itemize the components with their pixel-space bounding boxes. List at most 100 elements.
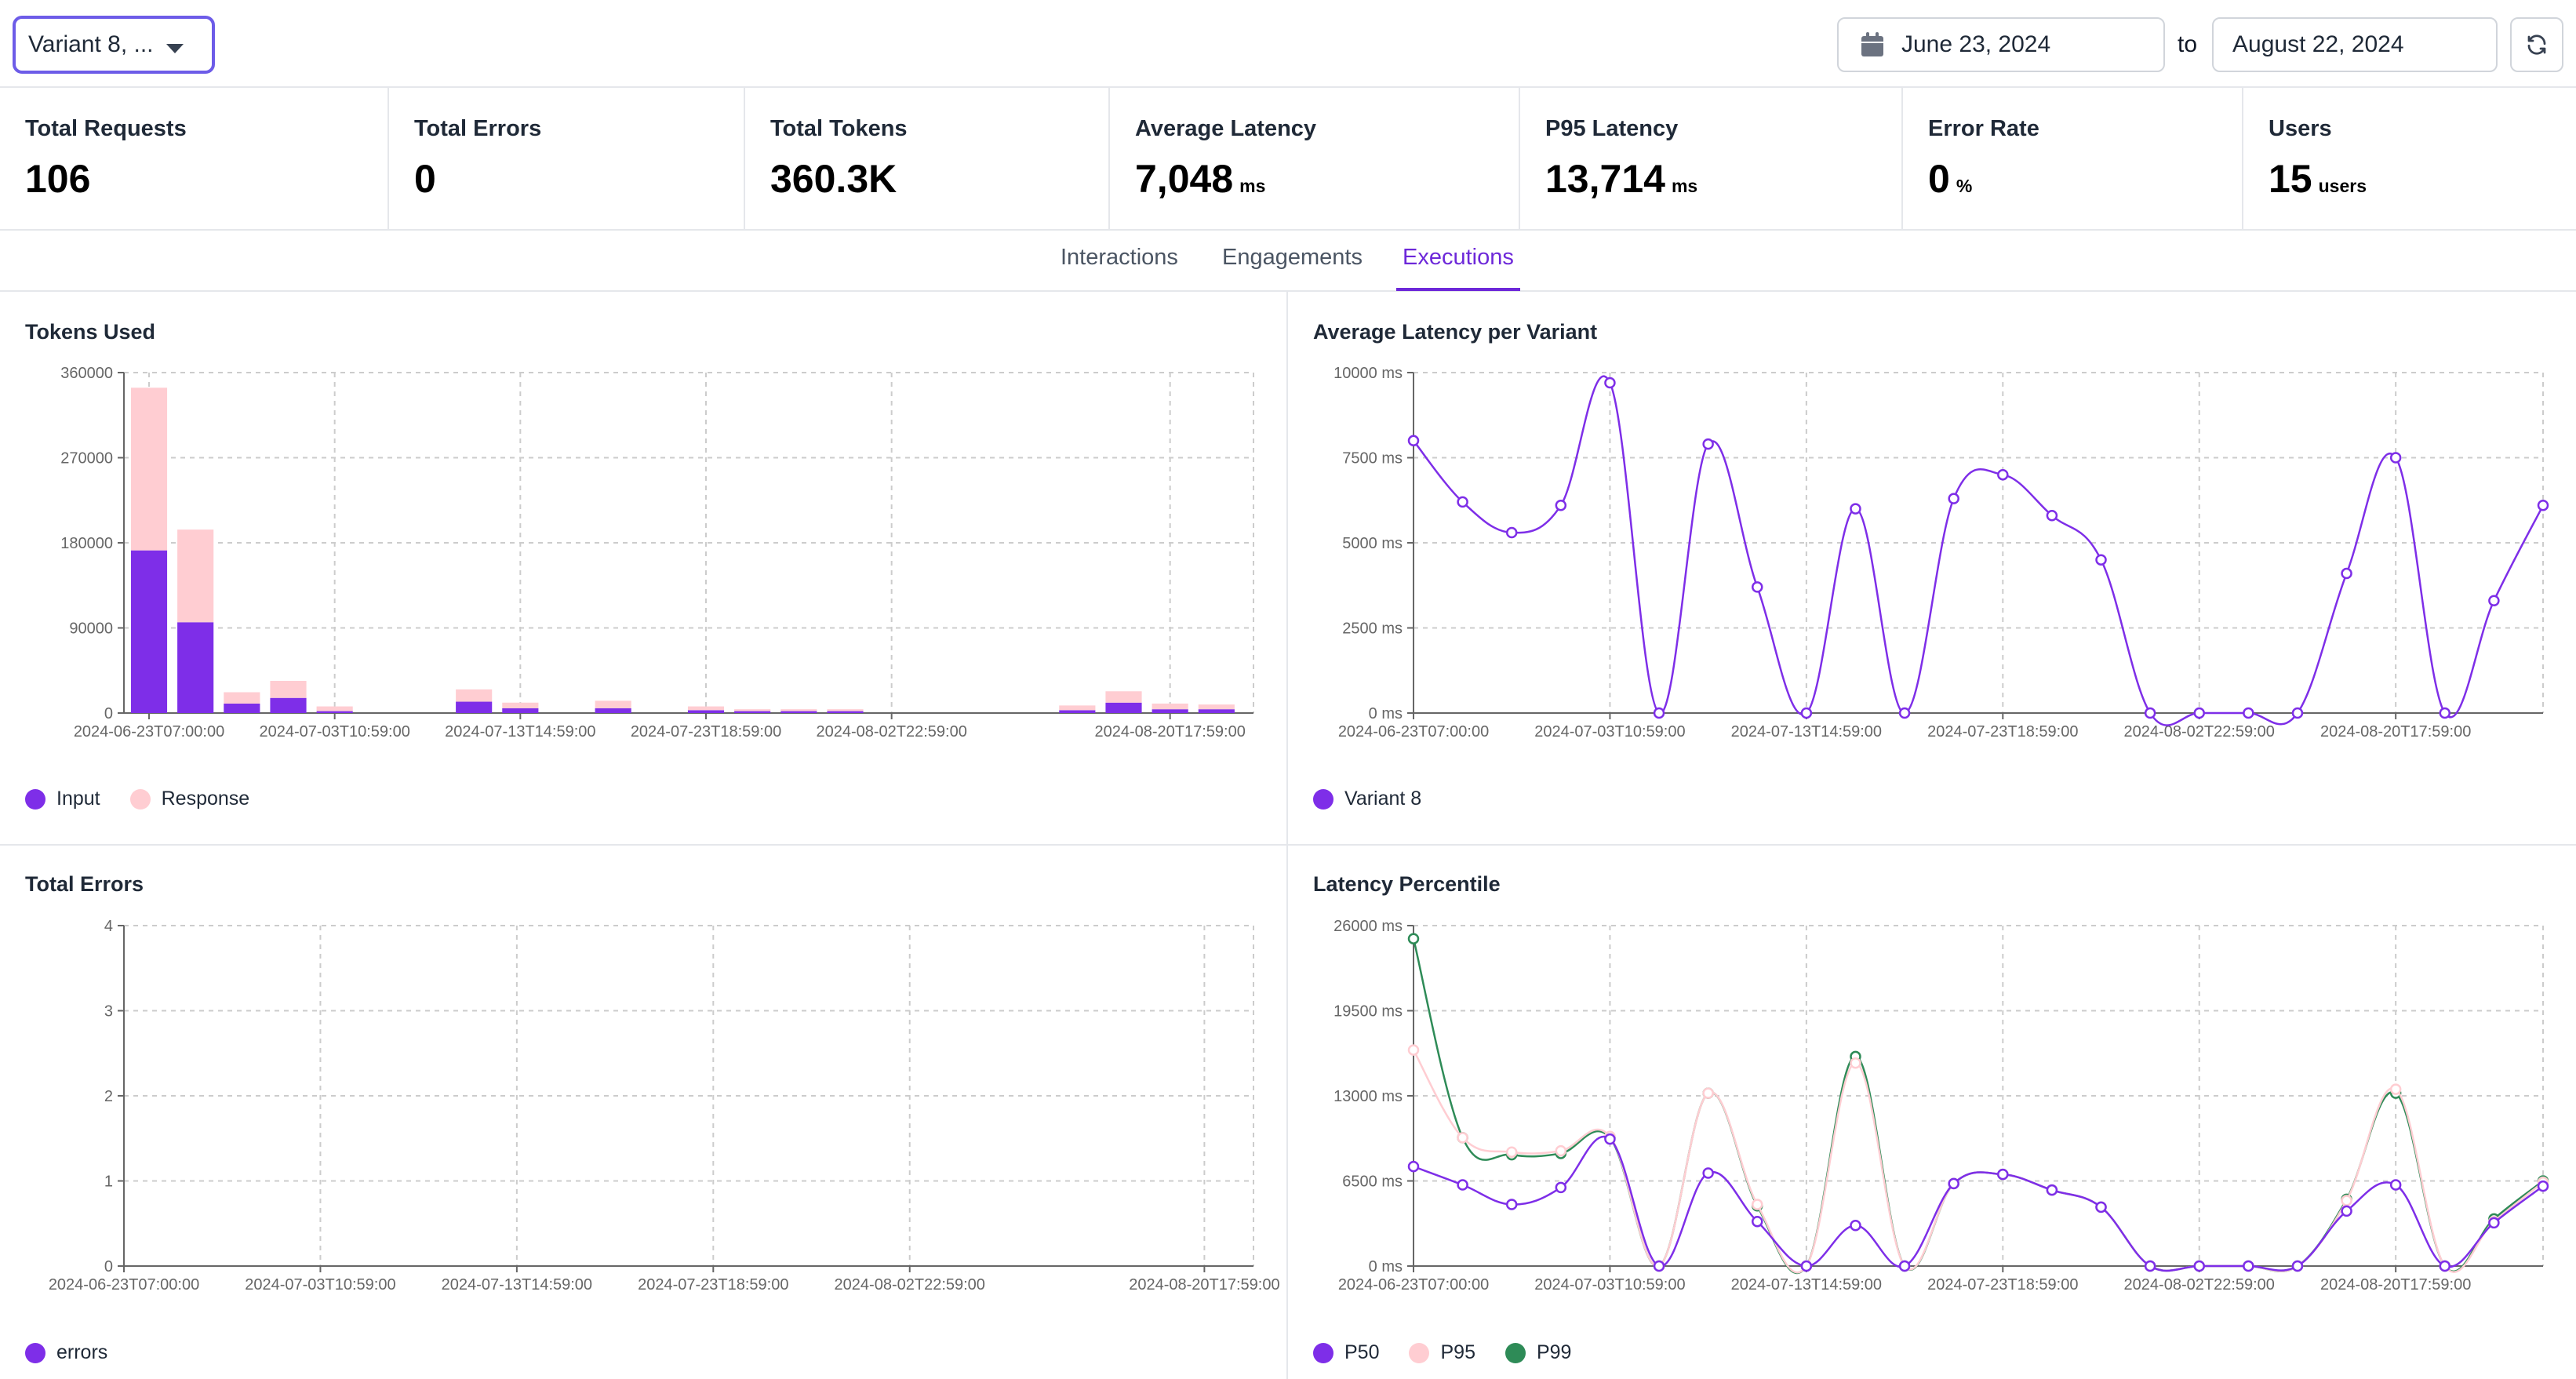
- stat-unit: %: [1956, 176, 1973, 196]
- data-point: [1505, 1146, 1518, 1159]
- x-tick-label: 2024-06-23T07:00:00: [74, 723, 224, 740]
- x-tick-label: 2024-07-13T14:59:00: [442, 1276, 592, 1293]
- tab-executions[interactable]: Executions: [1396, 245, 1520, 291]
- stat-label: Total Requests: [25, 116, 187, 141]
- legend-item-p50[interactable]: P50: [1313, 1341, 1379, 1364]
- variant-select-label: Variant 8, ...: [28, 31, 154, 57]
- stat-number: 15: [2269, 157, 2312, 201]
- date-to-value: August 22, 2024: [2232, 31, 2404, 57]
- legend-dot: [1313, 788, 1333, 810]
- legend-dot: [129, 788, 151, 810]
- bar-input: [1105, 702, 1142, 713]
- bar-input: [177, 622, 214, 713]
- legend-item-p99[interactable]: P99: [1504, 1341, 1571, 1364]
- y-tick-label: 5000 ms: [1342, 535, 1403, 552]
- stat-users: Users 15 users: [2243, 88, 2576, 229]
- latency-percentile-panel: Latency Percentile 0 ms 6500 ms 13000 ms 19…: [1288, 846, 2576, 1379]
- legend-item-variant-8[interactable]: Variant 8: [1313, 788, 1421, 810]
- legend-item-errors[interactable]: errors: [25, 1341, 107, 1364]
- stat-number: 0: [414, 157, 436, 201]
- chart-legend: Input Response: [25, 788, 279, 810]
- stat-average-latency: Average Latency 7,048 ms: [1110, 88, 1520, 229]
- x-tick-label: 2024-08-20T17:59:00: [2320, 723, 2471, 740]
- bar-response: [827, 709, 864, 711]
- stat-value: 13,714 ms: [1545, 156, 1901, 202]
- data-point: [2389, 452, 2402, 464]
- data-point: [2095, 1201, 2107, 1213]
- data-point: [2046, 1184, 2058, 1196]
- data-point: [1850, 1057, 1861, 1069]
- chart-legend: errors: [25, 1341, 137, 1364]
- legend-item-input[interactable]: Input: [25, 788, 100, 810]
- date-from-value: June 23, 2024: [1901, 31, 2051, 57]
- bar-response: [595, 700, 631, 708]
- data-point: [2341, 1205, 2352, 1217]
- refresh-button[interactable]: [2510, 17, 2563, 72]
- y-tick-label: 10000 ms: [1333, 365, 1403, 382]
- avg-latency-panel: Average Latency per Variant 0 ms 2500 ms 5…: [1288, 293, 2576, 842]
- data-point: [2291, 707, 2304, 719]
- bar-input: [595, 708, 631, 713]
- y-tick-label: 180000: [60, 535, 113, 552]
- y-tick-label: 26000 ms: [1333, 918, 1403, 935]
- stat-number: 360.3K: [770, 157, 897, 201]
- x-tick-label: 2024-07-13T14:59:00: [1731, 1276, 1882, 1293]
- stat-number: 7,048: [1135, 157, 1234, 201]
- bar-response: [456, 689, 493, 702]
- legend-item-p95[interactable]: P95: [1409, 1341, 1475, 1364]
- stats-bar: Total Requests 106 Total Errors 0 Total …: [0, 88, 2576, 231]
- data-point: [1555, 500, 1567, 511]
- bar-input: [270, 697, 307, 713]
- bar-response: [270, 681, 307, 698]
- y-tick-label: 2500 ms: [1342, 620, 1403, 638]
- bar-input: [1059, 710, 1096, 713]
- bar-response: [1059, 705, 1096, 711]
- data-point: [1850, 1220, 1861, 1232]
- date-from-input[interactable]: June 23, 2024: [1837, 17, 2165, 72]
- stat-label: P95 Latency: [1545, 116, 1679, 141]
- data-point: [1653, 707, 1665, 719]
- avg-latency-chart: 0 ms 2500 ms 5000 ms 7500 ms 10000 ms 2024-06…: [1333, 365, 2549, 740]
- data-point: [2488, 1217, 2500, 1229]
- data-point: [2439, 1260, 2451, 1272]
- chart-legend: Variant 8: [1313, 788, 1451, 810]
- data-point: [2046, 510, 2058, 522]
- panel-divider-vertical: [1286, 292, 1288, 1379]
- variant-select[interactable]: Variant 8, ...: [13, 16, 215, 74]
- x-tick-label: 2024-07-23T18:59:00: [1927, 723, 2078, 740]
- caret-down-icon: [166, 44, 184, 53]
- stat-total-requests: Total Requests 106: [0, 88, 389, 229]
- tab-interactions[interactable]: Interactions: [1061, 245, 1178, 270]
- data-point: [2193, 1260, 2205, 1272]
- stat-value: 15 users: [2269, 156, 2576, 202]
- series-line-p99: [1412, 938, 2544, 1275]
- bar-input: [502, 708, 539, 713]
- x-tick-label: 2024-07-03T10:59:00: [259, 723, 409, 740]
- stat-label: Error Rate: [1928, 116, 2039, 141]
- data-point: [2144, 707, 2156, 719]
- data-point: [1752, 581, 1763, 593]
- bar-response: [734, 709, 771, 711]
- series-line-variant-8: [1413, 375, 2545, 726]
- x-tick-label: 2024-07-03T10:59:00: [1534, 1276, 1685, 1293]
- tab-engagements[interactable]: Engagements: [1222, 245, 1363, 270]
- data-point: [1898, 1260, 1911, 1272]
- stat-p95-latency: P95 Latency 13,714 ms: [1520, 88, 1903, 229]
- stat-value: 360.3K: [770, 156, 1108, 202]
- x-tick-label: 2024-07-13T14:59:00: [1731, 723, 1882, 740]
- data-point: [1555, 1181, 1567, 1194]
- bar-response: [502, 702, 539, 708]
- data-point: [2243, 1260, 2254, 1272]
- data-point: [1702, 1167, 1714, 1179]
- bar-input: [1198, 709, 1235, 713]
- stat-value: 106: [25, 156, 387, 202]
- data-point: [2341, 1195, 2352, 1206]
- date-to-input[interactable]: August 22, 2024: [2212, 17, 2498, 72]
- y-tick-label: 0: [104, 705, 113, 722]
- stat-label: Total Tokens: [770, 116, 908, 141]
- bar-input: [827, 711, 864, 713]
- y-tick-label: 0 ms: [1369, 705, 1403, 722]
- data-point: [2389, 1083, 2402, 1095]
- legend-item-response[interactable]: Response: [129, 788, 249, 810]
- data-point: [1407, 933, 1420, 944]
